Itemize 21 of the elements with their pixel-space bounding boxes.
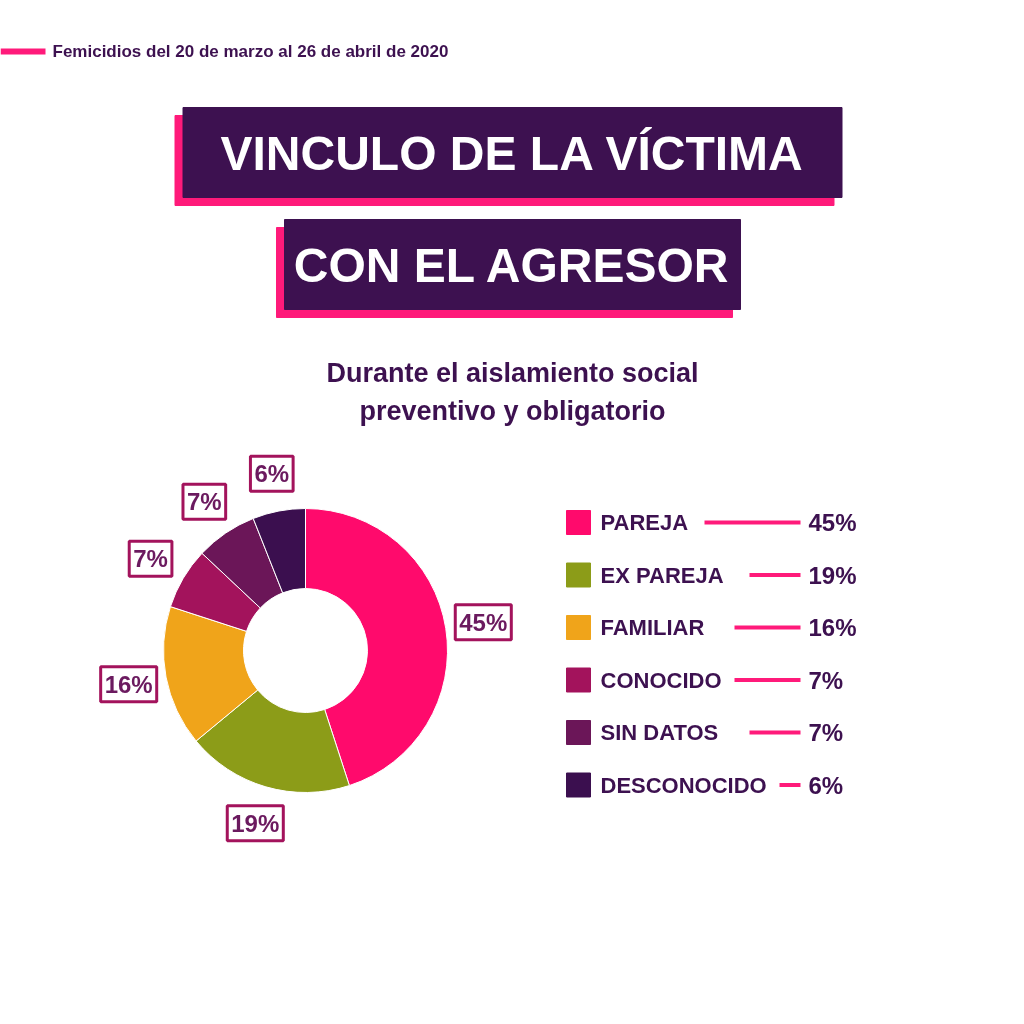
data-label: 7% [133,545,168,573]
legend-label: DESCONOCIDO [600,772,767,798]
legend-label: PAREJA [600,510,689,535]
text: 19% [808,561,857,589]
chart-subtitle: Durante el aislamiento social preventivo y obligatorio [326,357,699,426]
text: 45% [808,509,857,536]
legend-label: EX PAREJA [600,562,724,588]
text: Femicidios del 20 de marzo al 26 de abril de 2020 [52,42,449,61]
data-label: 16% [104,670,153,698]
text: 16% [808,614,857,641]
legend-label: CONOCIDO [600,667,722,693]
data-label: 7% [186,488,222,516]
data-label: 6% [254,460,290,488]
chart-title: VINCULO DE LA VÍCTIMA CON EL AGRESOR [220,127,803,292]
legend-label: FAMILIAR [600,615,705,640]
legend-label: SIN DATOS [600,720,719,745]
data-label: 45% [459,608,508,636]
text: 7% [808,719,844,746]
text: 6% [808,771,844,799]
data-label: 19% [231,809,280,837]
text: 7% [808,666,844,694]
